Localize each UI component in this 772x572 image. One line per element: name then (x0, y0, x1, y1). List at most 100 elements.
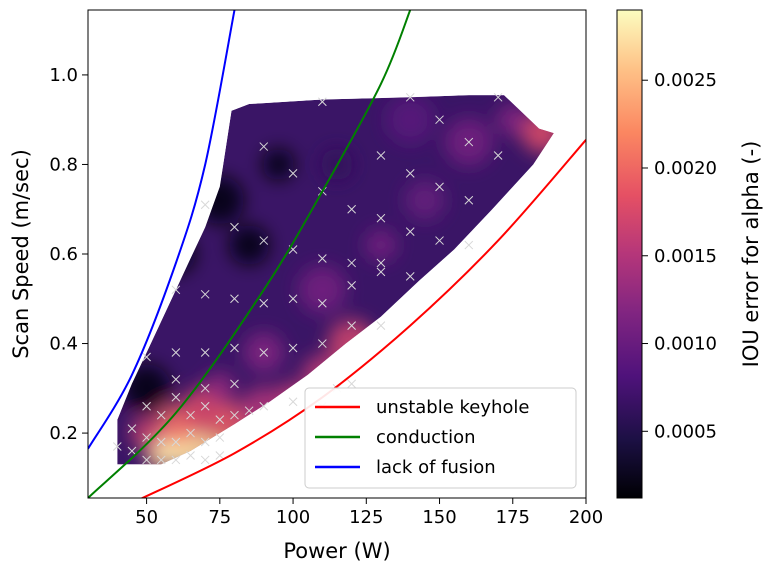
y-tick-label: 0.4 (49, 334, 78, 355)
sample-marker (376, 258, 386, 268)
sample-marker (200, 401, 210, 411)
sample-marker (230, 343, 239, 353)
legend-box (304, 387, 577, 489)
sample-marker (405, 227, 415, 236)
sample-marker (376, 267, 386, 277)
legend: unstable keyhole conduction lack of fusion (304, 387, 577, 489)
sample-marker (288, 169, 298, 178)
heat-spot (496, 103, 529, 136)
sample-marker (112, 442, 122, 451)
sample-marker (376, 321, 386, 330)
sample-marker (215, 415, 225, 425)
heat-spot (298, 265, 347, 314)
sample-marker (464, 240, 474, 250)
heat-spot (130, 417, 163, 450)
sample-marker (435, 236, 444, 245)
sample-marker (288, 343, 298, 353)
y-tick-label: 0.6 (49, 244, 78, 265)
colorbar-tick-label: 0.0020 (654, 158, 717, 179)
series-line-conduction (88, 10, 412, 498)
sample-marker (259, 236, 269, 245)
series-line-unstable-keyhole (140, 139, 586, 498)
sample-marker (171, 285, 181, 295)
colorbar-tick-label: 0.0015 (654, 246, 717, 267)
sample-marker (171, 437, 181, 447)
sample-marker (435, 182, 444, 192)
sample-marker (200, 289, 210, 299)
heat-spot (386, 95, 435, 144)
sample-marker (171, 455, 181, 465)
colorbar-tick-label: 0.0005 (654, 421, 717, 442)
heat-spot (262, 148, 295, 181)
sample-marker (464, 137, 474, 147)
x-tick-label: 175 (496, 507, 530, 528)
y-axis: 0.2 0.4 0.6 0.8 1.0 (49, 65, 88, 444)
heat-spot (364, 229, 397, 262)
sample-marker (200, 437, 210, 447)
heat-spot (522, 113, 554, 154)
sample-marker (259, 298, 269, 308)
sample-marker (171, 348, 181, 357)
heat-spot (122, 364, 171, 413)
sample-marker (493, 151, 503, 160)
colorbar-label: IOU error for alpha (-) (739, 141, 763, 368)
x-tick-label: 125 (349, 507, 383, 528)
x-axis: 50 75 100 125 150 175 200 (135, 498, 603, 528)
sample-marker (288, 397, 298, 407)
x-tick-label: 75 (208, 507, 231, 528)
sample-marker (317, 254, 327, 263)
x-tick-label: 150 (422, 507, 456, 528)
sample-marker (200, 383, 210, 393)
colorbar-gradient (616, 9, 643, 499)
colorbar-tick-label: 0.0010 (654, 334, 717, 355)
y-tick-label: 0.8 (49, 154, 78, 175)
sample-marker (186, 428, 195, 438)
sample-marker (142, 455, 151, 465)
sample-marker (376, 213, 386, 223)
colorbar-tick-label: 0.0025 (654, 70, 717, 91)
colorbar: 0.0005 0.0010 0.0015 0.0020 0.0025 IOU error… (616, 9, 763, 499)
heat-spot (203, 434, 236, 465)
sample-marker (230, 379, 239, 389)
sample-marker (186, 451, 195, 460)
sample-marker (259, 401, 269, 411)
sample-markers (112, 92, 503, 465)
heat-spot (229, 225, 270, 266)
sample-marker (288, 294, 298, 304)
sample-marker (215, 433, 225, 442)
heat-spot (155, 234, 196, 274)
sample-marker (405, 272, 415, 281)
sample-marker (215, 451, 225, 460)
sample-marker (230, 410, 239, 420)
sample-marker (493, 92, 503, 102)
sample-marker (347, 321, 357, 330)
sample-marker (405, 92, 415, 102)
sample-marker (317, 97, 327, 107)
sample-marker (127, 424, 137, 433)
y-tick-label: 0.2 (49, 423, 78, 444)
heat-spot (404, 180, 445, 221)
x-axis-label: Power (W) (283, 539, 390, 563)
sample-marker (200, 455, 210, 465)
heat-spot (203, 372, 236, 405)
x-tick-label: 50 (135, 507, 158, 528)
sample-marker (347, 280, 357, 290)
legend-label: lack of fusion (376, 457, 496, 478)
sample-marker (376, 151, 386, 160)
sample-marker (200, 348, 210, 357)
boundary-lines (88, 10, 586, 498)
sample-marker (230, 222, 239, 232)
x-tick-label: 100 (276, 507, 310, 528)
series-line-lack-of-fusion (88, 10, 236, 450)
y-tick-label: 1.0 (49, 65, 78, 86)
sample-marker (244, 406, 254, 416)
sample-marker (405, 169, 415, 178)
sample-marker (230, 294, 239, 304)
sample-marker (464, 195, 474, 205)
sample-marker (347, 379, 357, 389)
sample-marker (156, 455, 166, 465)
heat-spot (277, 381, 310, 414)
sample-marker (259, 142, 269, 151)
sample-marker (200, 200, 210, 210)
